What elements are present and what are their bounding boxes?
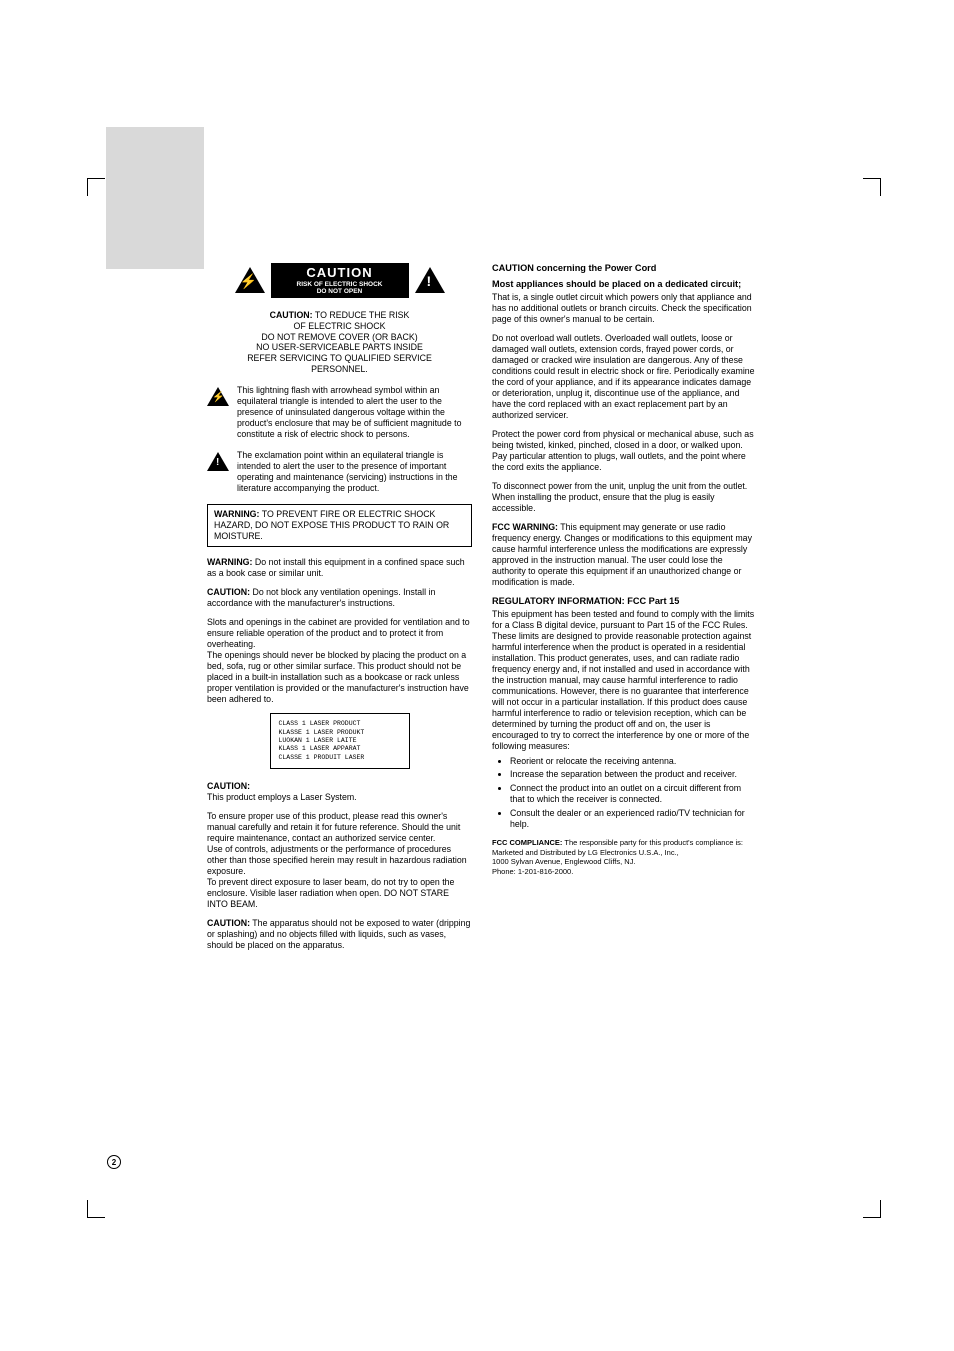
warning-box: WARNING: TO PREVENT FIRE OR ELECTRIC SHO… <box>207 504 472 547</box>
exclamation-triangle-icon: ! <box>415 267 445 293</box>
center-caution-block: CAUTION: TO REDUCE THE RISK OF ELECTRIC … <box>207 310 472 376</box>
cord-p4: To disconnect power from the unit, unplu… <box>492 481 757 514</box>
caution-laser-para: CAUTION:This product employs a Laser Sys… <box>207 781 472 803</box>
content-area: ⚡ CAUTION RISK OF ELECTRIC SHOCK DO NOT … <box>207 263 757 959</box>
bolt-icon: ⚡ <box>240 273 257 291</box>
reg-text: This epuipment has been tested and found… <box>492 609 757 752</box>
addr1: Marketed and Distributed by LG Electroni… <box>492 848 757 857</box>
list-item: Increase the separation between the prod… <box>510 769 757 780</box>
fcc-bullet-list: Reorient or relocate the receiving anten… <box>510 756 757 831</box>
caution-title: CAUTION <box>275 265 405 281</box>
crop-mark-tr <box>863 178 881 196</box>
caution-vent-para: CAUTION: Do not block any ventilation op… <box>207 587 472 609</box>
crop-mark-bl <box>87 1200 105 1218</box>
caution-laser-text: This product employs a Laser System. <box>207 792 357 802</box>
warning-install-bold: WARNING: <box>207 557 252 567</box>
cord-p1: That is, a single outlet circuit which p… <box>492 292 757 325</box>
grey-margin-block <box>106 127 204 269</box>
cord-sub-heading: Most appliances should be placed on a de… <box>492 279 757 291</box>
caution-vent-bold: CAUTION: <box>207 587 250 597</box>
compliance-para: FCC COMPLIANCE: The responsible party fo… <box>492 838 757 847</box>
left-column: ⚡ CAUTION RISK OF ELECTRIC SHOCK DO NOT … <box>207 263 472 959</box>
slots-para: Slots and openings in the cabinet are pr… <box>207 617 472 705</box>
excl-icon: ! <box>427 273 432 291</box>
warning-install-para: WARNING: Do not install this equipment i… <box>207 557 472 579</box>
cord-heading: CAUTION concerning the Power Cord <box>492 263 757 275</box>
crop-mark-br <box>863 1200 881 1218</box>
list-item: Connect the product into an outlet on a … <box>510 783 757 806</box>
fcc-warning-bold: FCC WARNING: <box>492 522 558 532</box>
list-item: Reorient or relocate the receiving anten… <box>510 756 757 767</box>
compliance-bold: FCC COMPLIANCE: <box>492 838 562 847</box>
cord-p2: Do not overload wall outlets. Overloaded… <box>492 333 757 421</box>
caution-header-box: ⚡ CAUTION RISK OF ELECTRIC SHOCK DO NOT … <box>235 263 445 298</box>
page-number: 2 <box>107 1155 121 1169</box>
caution-water-bold: CAUTION: <box>207 918 250 928</box>
excl-small-icon: ! <box>207 452 229 471</box>
laser-class-box: CLASS 1 LASER PRODUCT KLASSE 1 LASER PRO… <box>270 713 410 769</box>
cord-p3: Protect the power cord from physical or … <box>492 429 757 473</box>
lightning-note-row: ⚡ This lightning flash with arrowhead sy… <box>207 385 472 440</box>
addr2: 1000 Sylvan Avenue, Englewood Cliffs, NJ… <box>492 857 757 866</box>
caution-water-para: CAUTION: The apparatus should not be exp… <box>207 918 472 951</box>
lightning-note-text: This lightning flash with arrowhead symb… <box>237 385 472 440</box>
laser-detail-para: To ensure proper use of this product, pl… <box>207 811 472 910</box>
lightning-triangle-icon: ⚡ <box>235 267 265 293</box>
caution-black-label: CAUTION RISK OF ELECTRIC SHOCK DO NOT OP… <box>271 263 409 298</box>
center-caution-bold: CAUTION: <box>270 310 313 320</box>
addr3: Phone: 1-201-816-2000. <box>492 867 757 876</box>
excl-note-text: The exclamation point within an equilate… <box>237 450 472 494</box>
compliance-text: The responsible party for this product's… <box>562 838 743 847</box>
caution-laser-bold: CAUTION: <box>207 781 250 791</box>
excl-note-row: ! The exclamation point within an equila… <box>207 450 472 494</box>
reg-heading: REGULATORY INFORMATION: FCC Part 15 <box>492 596 757 608</box>
lightning-small-icon: ⚡ <box>207 387 229 406</box>
caution-subtitle: RISK OF ELECTRIC SHOCK DO NOT OPEN <box>275 281 405 295</box>
right-column: CAUTION concerning the Power Cord Most a… <box>492 263 757 959</box>
list-item: Consult the dealer or an experienced rad… <box>510 808 757 831</box>
fcc-warning-para: FCC WARNING: This equipment may generate… <box>492 522 757 588</box>
warning-box-bold: WARNING: <box>214 509 259 519</box>
crop-mark-tl <box>87 178 105 196</box>
